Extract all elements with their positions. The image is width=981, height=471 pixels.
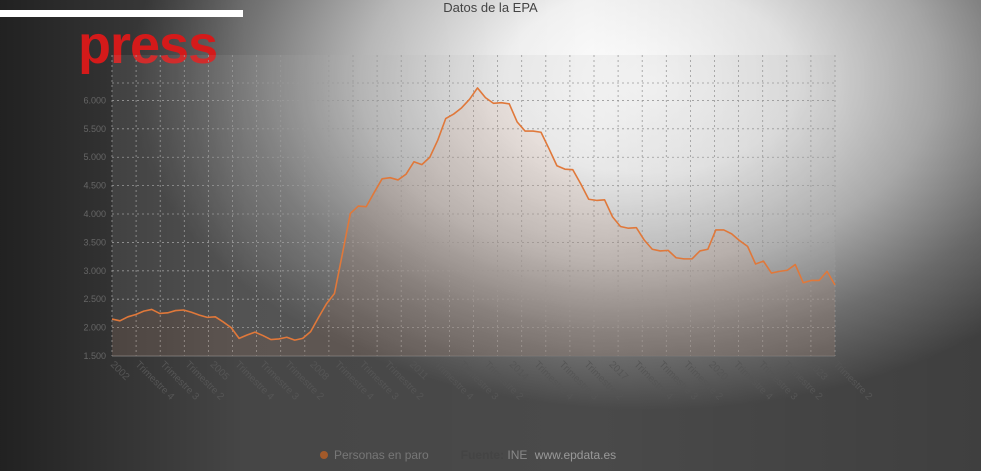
source-value: INE [507, 448, 528, 462]
source-link[interactable]: www.epdata.es [534, 448, 617, 462]
chart-footer: Personas en paro Fuente: INE www.epdata.… [320, 448, 616, 462]
y-tick-label: 5.000 [83, 152, 106, 162]
y-tick-label: 4.500 [83, 181, 106, 191]
x-tick-label: Trimestre 2 [831, 359, 875, 403]
source-credit: Fuente: INE www.epdata.es [461, 448, 616, 462]
brand-logo: press [78, 15, 218, 75]
legend-marker [320, 451, 328, 459]
chart-grid [111, 55, 836, 357]
y-tick-label: 3.500 [83, 237, 106, 247]
y-tick-label: 2.000 [83, 323, 106, 333]
y-tick-label: 3.000 [83, 266, 106, 276]
brand-bar [0, 10, 243, 17]
y-tick-label: 6.000 [83, 95, 106, 105]
series-area [112, 87, 835, 356]
y-axis: 1.500 2.000 2.500 3.000 3.500 4.000 4.500 5.000… [83, 95, 106, 361]
y-tick-label: 5.500 [83, 124, 106, 134]
x-tick-label: 2002 [108, 359, 132, 383]
series-line[interactable] [111, 87, 836, 341]
source-label: Fuente: [460, 448, 505, 462]
y-tick-label: 4.000 [83, 209, 106, 219]
chart-title: Datos de la EPA [443, 0, 538, 15]
legend-entry[interactable]: Personas en paro [334, 448, 429, 462]
series-layer [111, 87, 836, 356]
y-tick-label: 2.500 [83, 294, 106, 304]
y-tick-label: 1.500 [83, 351, 106, 361]
